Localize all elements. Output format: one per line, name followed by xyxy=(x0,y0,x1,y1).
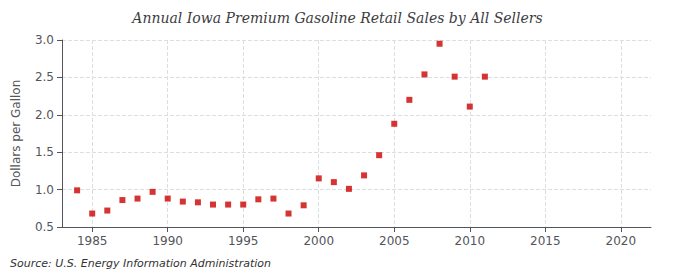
svg-text:1995: 1995 xyxy=(228,234,259,248)
svg-text:2015: 2015 xyxy=(530,234,561,248)
svg-text:2010: 2010 xyxy=(454,234,485,248)
svg-text:1.0: 1.0 xyxy=(35,183,54,197)
svg-text:0.5: 0.5 xyxy=(35,220,54,234)
svg-text:1985: 1985 xyxy=(77,234,108,248)
svg-text:Dollars per Gallon: Dollars per Gallon xyxy=(9,80,23,188)
svg-text:Source: U.S. Energy Informatio: Source: U.S. Energy Information Administ… xyxy=(10,257,271,270)
svg-text:1.5: 1.5 xyxy=(35,145,54,159)
svg-text:2.5: 2.5 xyxy=(35,70,54,84)
svg-text:2020: 2020 xyxy=(606,234,637,248)
svg-text:3.0: 3.0 xyxy=(35,33,54,47)
svg-text:2000: 2000 xyxy=(303,234,334,248)
svg-text:2005: 2005 xyxy=(379,234,410,248)
svg-text:2.0: 2.0 xyxy=(35,108,54,122)
svg-text:Annual Iowa Premium Gasoline R: Annual Iowa Premium Gasoline Retail Sale… xyxy=(130,10,542,26)
svg-text:1990: 1990 xyxy=(152,234,183,248)
